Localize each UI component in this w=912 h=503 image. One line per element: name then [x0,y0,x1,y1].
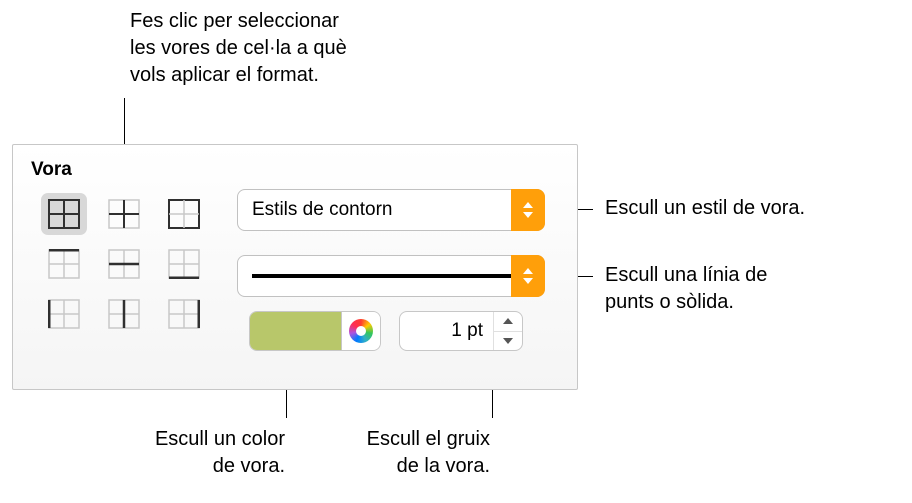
border-btn-outer[interactable] [161,193,207,235]
border-outer-icon [168,199,200,229]
border-btn-all[interactable] [41,193,87,235]
line-popup-chevron [511,255,545,297]
border-btn-top[interactable] [41,243,87,285]
border-inner-icon [108,199,140,229]
color-swatch [250,312,341,350]
border-btn-vinner[interactable] [101,293,147,335]
updown-icon [521,200,535,220]
chevron-up-icon [503,318,513,324]
stepper-up[interactable] [494,312,522,332]
callout-color: Escull un color de vora. [120,426,285,480]
thickness-value: 1 pt [400,320,493,342]
chevron-down-icon [503,338,513,344]
callout-top: Fes clic per seleccionar les vores de ce… [130,8,430,89]
border-btn-inner[interactable] [101,193,147,235]
border-panel: Vora [12,144,578,390]
stepper-arrows [493,312,522,350]
line-popup[interactable] [237,255,545,297]
border-vinner-icon [108,299,140,329]
color-wheel-icon [349,319,373,343]
style-popup-label: Estils de contorn [238,199,544,221]
callout-line: Escull una línia de punts o sòlida. [605,262,767,316]
border-right-icon [168,299,200,329]
border-left-icon [48,299,80,329]
callout-style: Escull un estil de vora. [605,195,805,222]
color-wheel-button[interactable] [341,312,380,350]
border-all-icon [48,199,80,229]
border-hinner-icon [108,249,140,279]
border-top-icon [48,249,80,279]
border-btn-hinner[interactable] [101,243,147,285]
border-btn-right[interactable] [161,293,207,335]
thickness-stepper[interactable]: 1 pt [399,311,523,351]
stepper-down[interactable] [494,332,522,351]
style-popup[interactable]: Estils de contorn [237,189,545,231]
callout-thickness: Escull el gruix de la vora. [330,426,490,480]
panel-title: Vora [31,159,72,181]
color-well[interactable] [249,311,381,351]
style-popup-chevron [511,189,545,231]
border-btn-bottom[interactable] [161,243,207,285]
line-sample [252,274,530,278]
border-bottom-icon [168,249,200,279]
updown-icon [521,266,535,286]
border-selector [41,193,215,343]
border-btn-left[interactable] [41,293,87,335]
